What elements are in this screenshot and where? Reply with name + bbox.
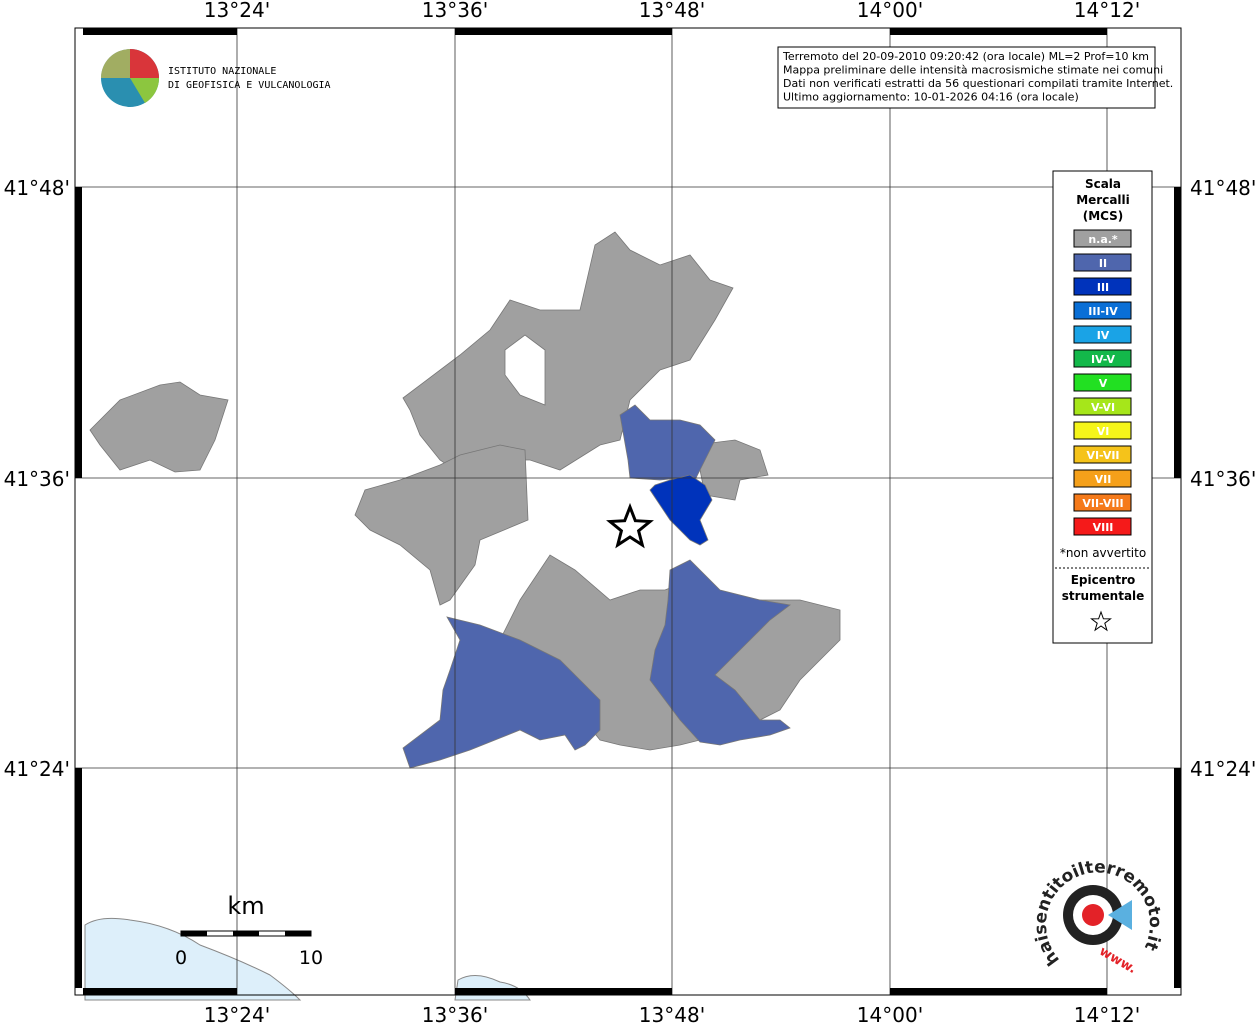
- frame-segment: [455, 28, 672, 35]
- legend-note: *non avvertito: [1060, 546, 1146, 560]
- legend-label: VII-VIII: [1082, 497, 1123, 510]
- lat-label: 41°36': [1190, 467, 1255, 491]
- legend-title: Scala: [1085, 177, 1121, 191]
- municipality: [649, 559, 791, 746]
- info-box: [777, 46, 1156, 109]
- frame-segment: [83, 988, 237, 995]
- scale-unit: km: [227, 892, 264, 920]
- scale-segment: [233, 931, 259, 936]
- lat-label: 41°24': [4, 757, 70, 781]
- legend-label: III: [1097, 281, 1109, 294]
- municipality: [402, 616, 601, 769]
- municipality: [89, 381, 229, 473]
- scale-bar: km 0 10: [175, 892, 323, 969]
- frame-segment: [890, 988, 1107, 995]
- municipality: [649, 474, 713, 546]
- municipality: [354, 444, 529, 606]
- legend-swatch: [1073, 517, 1132, 536]
- wm-circle: [1082, 904, 1104, 926]
- frame-segment: [890, 28, 1107, 35]
- legend-swatch: [1073, 301, 1132, 320]
- scale-segment: [285, 931, 311, 936]
- legend-label: V-VI: [1091, 401, 1115, 414]
- legend-epicenter: Epicentro: [1071, 573, 1136, 587]
- epicenter-star: [606, 502, 654, 549]
- logo-segment: [130, 78, 160, 103]
- ingv-logo: ISTITUTO NAZIONALE DI GEOFISICA E VULCAN…: [101, 49, 331, 107]
- info-line: Dati non verificati estratti da 56 quest…: [783, 77, 1173, 90]
- lon-label: 14°00': [857, 1003, 923, 1024]
- frame: [74, 27, 1182, 996]
- legend-label: V: [1099, 377, 1108, 390]
- legend-swatch: [1073, 349, 1132, 368]
- legend-label: III-IV: [1088, 305, 1118, 318]
- legend-swatch: [1073, 229, 1132, 248]
- sea: [84, 917, 302, 1001]
- info-line: Mappa preliminare delle intensità macros…: [783, 64, 1163, 77]
- scale-segment: [181, 931, 207, 936]
- legend-title: Mercalli: [1076, 193, 1130, 207]
- legend-swatch: [1073, 421, 1132, 440]
- legend-label: II: [1099, 257, 1107, 270]
- info-line: Terremoto del 20-09-2010 09:20:42 (ora l…: [782, 50, 1149, 63]
- legend-title: (MCS): [1083, 209, 1124, 223]
- legend-swatch: [1073, 253, 1132, 272]
- legend-label: VI: [1097, 425, 1110, 438]
- info-line: Ultimo aggiornamento: 10-01-2026 04:16 (…: [783, 91, 1079, 104]
- legend-label: IV-V: [1091, 353, 1116, 366]
- logo-segment: [101, 49, 130, 78]
- legend-swatch: [1073, 325, 1132, 344]
- legend-epicenter: strumentale: [1062, 589, 1145, 603]
- legend-label: VII: [1095, 473, 1112, 486]
- legend-label: IV: [1097, 329, 1110, 342]
- legend: ScalaMercalli(MCS)n.a.*IIIIIIII-IVIVIV-V…: [1055, 177, 1150, 632]
- frame-segment: [75, 768, 82, 988]
- info: Terremoto del 20-09-2010 09:20:42 (ora l…: [782, 50, 1173, 104]
- lon-label: 13°36': [422, 0, 488, 22]
- lon-label: 13°24': [204, 0, 270, 22]
- municipality: [619, 404, 716, 481]
- lon-label: 13°48': [639, 1003, 705, 1024]
- legend-swatch: [1073, 277, 1132, 296]
- scale-label: 0: [175, 947, 187, 969]
- lon-label: 14°12': [1074, 1003, 1140, 1024]
- lat-label: 41°24': [1190, 757, 1255, 781]
- logo-text: DI GEOFISICA E VULCANOLOGIA: [168, 80, 331, 91]
- legend-swatch: [1073, 493, 1132, 512]
- logo-text: ISTITUTO NAZIONALE: [168, 66, 276, 77]
- scale-label: 10: [299, 947, 323, 969]
- legend-label: VIII: [1093, 521, 1114, 534]
- logo-segment: [130, 49, 159, 78]
- lon-label: 13°24': [204, 1003, 270, 1024]
- legend-swatch: [1073, 469, 1132, 488]
- frame-segment: [1174, 768, 1181, 988]
- frame-segment: [75, 187, 82, 478]
- lon-label: 13°36': [422, 1003, 488, 1024]
- legend-star: [1090, 610, 1112, 632]
- frame-segment: [83, 28, 237, 35]
- lon-label: 13°48': [639, 0, 705, 22]
- lat-label: 41°48': [4, 176, 70, 200]
- lat-label: 41°36': [4, 467, 70, 491]
- municipalities: [89, 231, 841, 769]
- frame-segment: [1174, 187, 1181, 478]
- legend-label: VI-VII: [1086, 449, 1119, 462]
- wm-horn: [1108, 900, 1132, 930]
- frame-segment: [455, 988, 672, 995]
- lon-label: 14°12': [1074, 0, 1140, 22]
- graticule: [75, 28, 1181, 995]
- legend-label: n.a.*: [1088, 233, 1118, 246]
- lon-label: 14°00': [857, 0, 923, 22]
- legend-swatch: [1073, 445, 1132, 464]
- legend-swatch: [1073, 397, 1132, 416]
- legend-swatch: [1073, 373, 1132, 392]
- lat-label: 41°48': [1190, 176, 1255, 200]
